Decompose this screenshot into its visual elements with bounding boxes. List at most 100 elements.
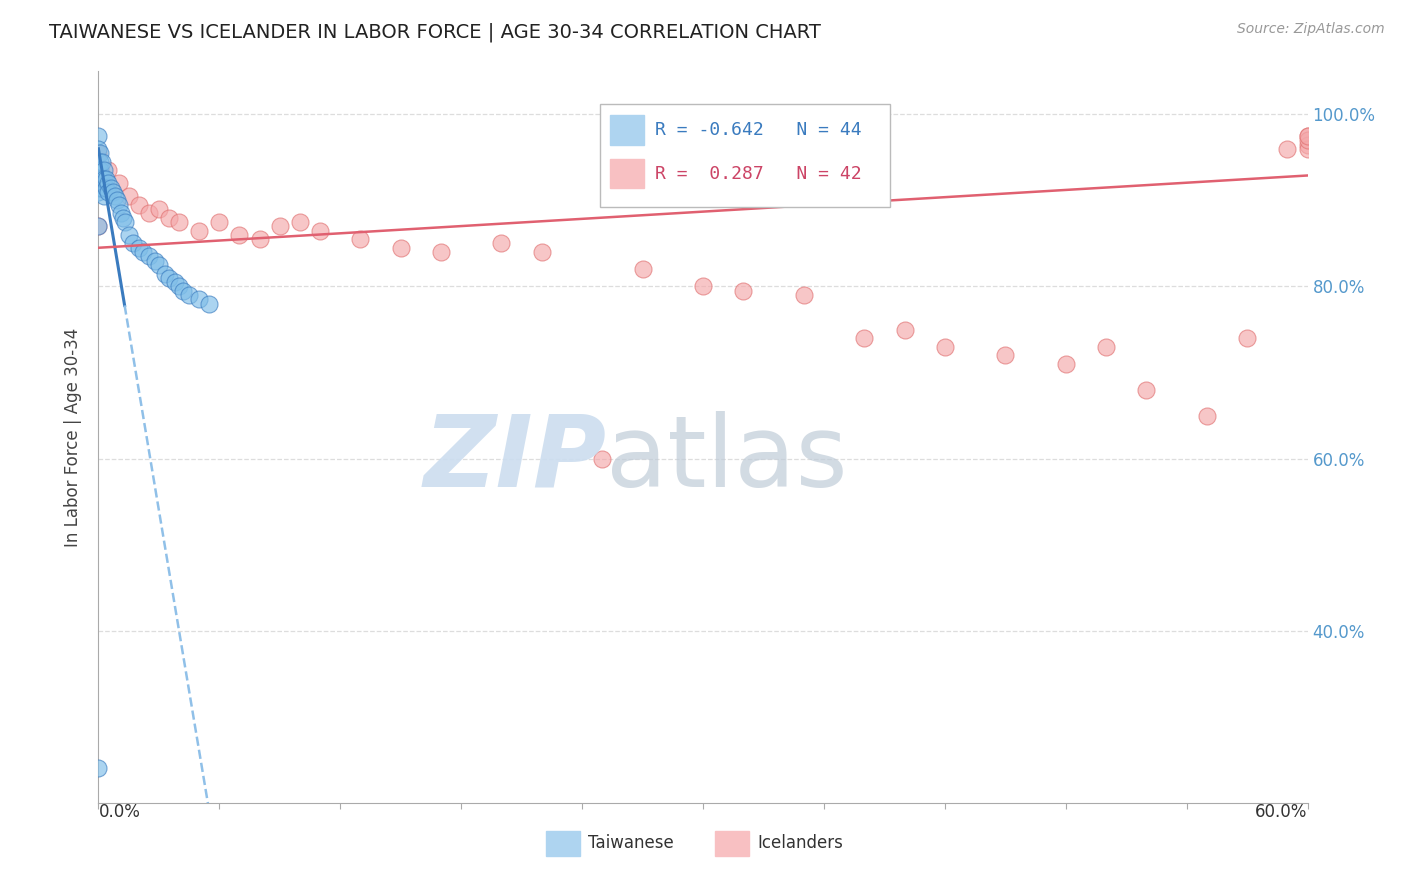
Point bbox=[1296, 142, 1319, 156]
Point bbox=[91, 172, 114, 186]
Point bbox=[87, 142, 110, 156]
Text: Source: ZipAtlas.com: Source: ZipAtlas.com bbox=[1237, 22, 1385, 37]
Point bbox=[530, 245, 553, 260]
Point bbox=[110, 206, 132, 220]
Text: Taiwanese: Taiwanese bbox=[588, 834, 673, 852]
Point bbox=[167, 215, 190, 229]
Point bbox=[1296, 128, 1319, 143]
Point bbox=[89, 154, 111, 169]
Point bbox=[1296, 137, 1319, 152]
Point bbox=[89, 172, 111, 186]
Point bbox=[103, 189, 125, 203]
Point bbox=[96, 172, 118, 186]
Point bbox=[349, 232, 371, 246]
Point bbox=[793, 288, 815, 302]
Text: 0.0%: 0.0% bbox=[98, 803, 141, 821]
Y-axis label: In Labor Force | Age 30-34: In Labor Force | Age 30-34 bbox=[65, 327, 83, 547]
Bar bbox=[610, 115, 644, 145]
Point bbox=[138, 249, 160, 263]
Point bbox=[132, 245, 155, 260]
Point bbox=[128, 198, 150, 212]
Point bbox=[491, 236, 513, 251]
Point bbox=[631, 262, 654, 277]
Point bbox=[733, 284, 755, 298]
Point bbox=[89, 146, 111, 161]
Point bbox=[157, 211, 180, 225]
Point bbox=[87, 146, 110, 161]
Point bbox=[107, 198, 129, 212]
Point bbox=[96, 180, 118, 194]
Point bbox=[934, 340, 956, 354]
Point bbox=[114, 215, 136, 229]
Point bbox=[91, 180, 114, 194]
Point bbox=[87, 163, 110, 178]
Point bbox=[89, 163, 111, 178]
Point bbox=[93, 189, 115, 203]
Point bbox=[87, 761, 110, 775]
Point bbox=[100, 180, 122, 194]
Point bbox=[269, 219, 291, 234]
Point bbox=[1135, 383, 1157, 397]
Point bbox=[118, 227, 141, 242]
Point bbox=[148, 258, 170, 272]
Point bbox=[128, 241, 150, 255]
Point bbox=[87, 219, 110, 234]
Point bbox=[1195, 409, 1218, 423]
Point bbox=[591, 451, 613, 466]
Text: 60.0%: 60.0% bbox=[1256, 803, 1308, 821]
Point bbox=[430, 245, 453, 260]
Point bbox=[309, 223, 332, 237]
Point bbox=[93, 172, 115, 186]
Point bbox=[1296, 133, 1319, 147]
Point bbox=[389, 241, 412, 255]
Point bbox=[97, 163, 120, 178]
Point bbox=[1095, 340, 1118, 354]
Point bbox=[105, 194, 128, 208]
Point bbox=[853, 331, 876, 345]
Point bbox=[1296, 128, 1319, 143]
Point bbox=[1277, 142, 1299, 156]
FancyBboxPatch shape bbox=[600, 104, 890, 207]
Point bbox=[111, 211, 134, 225]
Point bbox=[87, 185, 110, 199]
Point bbox=[208, 215, 231, 229]
Point bbox=[179, 288, 201, 302]
Point bbox=[249, 232, 271, 246]
Point bbox=[148, 202, 170, 216]
Point bbox=[172, 284, 194, 298]
Point bbox=[893, 322, 915, 336]
Point bbox=[87, 128, 110, 143]
Point bbox=[163, 275, 186, 289]
Point bbox=[91, 154, 114, 169]
Point bbox=[93, 163, 115, 178]
Point bbox=[101, 185, 124, 199]
Bar bbox=[716, 830, 749, 856]
Point bbox=[288, 215, 311, 229]
Point bbox=[107, 176, 129, 190]
Point bbox=[89, 180, 111, 194]
Text: R = -0.642   N = 44: R = -0.642 N = 44 bbox=[655, 121, 862, 139]
Bar bbox=[546, 830, 579, 856]
Point bbox=[87, 219, 110, 234]
Point bbox=[118, 189, 141, 203]
Point bbox=[167, 279, 190, 293]
Point bbox=[1236, 331, 1258, 345]
Point bbox=[188, 223, 211, 237]
Point bbox=[157, 271, 180, 285]
Text: R =  0.287   N = 42: R = 0.287 N = 42 bbox=[655, 165, 862, 183]
Text: TAIWANESE VS ICELANDER IN LABOR FORCE | AGE 30-34 CORRELATION CHART: TAIWANESE VS ICELANDER IN LABOR FORCE | … bbox=[49, 22, 821, 42]
Text: atlas: atlas bbox=[606, 410, 848, 508]
Point bbox=[121, 236, 143, 251]
Point bbox=[138, 206, 160, 220]
Text: ZIP: ZIP bbox=[423, 410, 606, 508]
Text: Icelanders: Icelanders bbox=[758, 834, 844, 852]
Point bbox=[97, 176, 120, 190]
Point bbox=[1054, 357, 1077, 371]
Point bbox=[153, 267, 176, 281]
Point bbox=[228, 227, 250, 242]
Point bbox=[188, 293, 211, 307]
Point bbox=[97, 185, 120, 199]
Bar bbox=[610, 159, 644, 188]
Point bbox=[692, 279, 714, 293]
Point bbox=[143, 253, 166, 268]
